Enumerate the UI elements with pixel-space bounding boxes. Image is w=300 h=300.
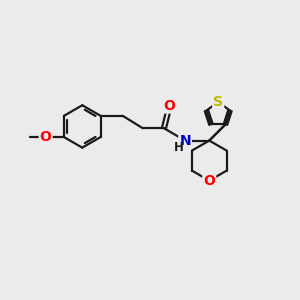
Text: O: O <box>203 174 215 188</box>
Text: O: O <box>163 98 175 112</box>
Text: H: H <box>174 141 184 154</box>
Text: O: O <box>40 130 52 144</box>
Text: N: N <box>179 134 191 148</box>
Text: S: S <box>213 95 223 109</box>
